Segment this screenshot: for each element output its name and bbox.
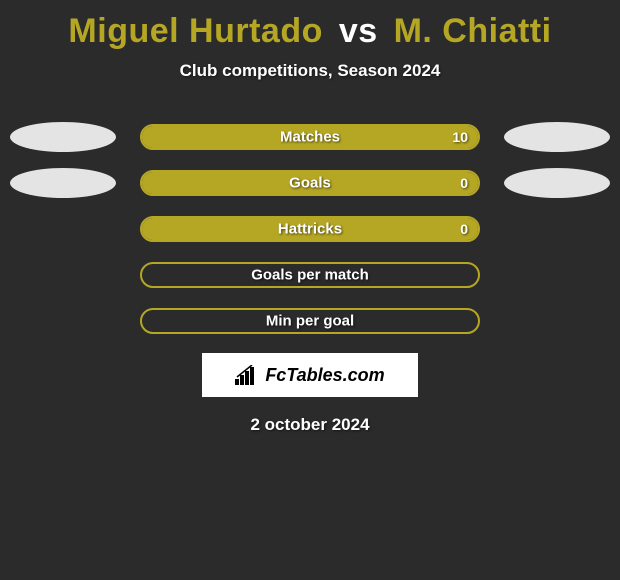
stat-label: Goals	[142, 175, 478, 192]
stat-label: Goals per match	[142, 267, 478, 284]
player2-avatar-placeholder	[504, 122, 610, 152]
stat-value: 0	[460, 221, 468, 237]
stat-row: Hattricks 0	[0, 215, 620, 243]
stat-bar-hattricks: Hattricks 0	[140, 216, 480, 242]
brand-text: FcTables.com	[265, 365, 384, 386]
footer-date: 2 october 2024	[0, 415, 620, 435]
stat-value: 0	[460, 175, 468, 191]
player2-name: M. Chiatti	[394, 12, 552, 50]
vs-text: vs	[339, 12, 378, 50]
stat-row: Goals 0	[0, 169, 620, 197]
player1-avatar-placeholder	[10, 168, 116, 198]
brand-chart-icon	[235, 365, 259, 385]
stat-label: Hattricks	[142, 221, 478, 238]
stat-row: Matches 10	[0, 123, 620, 151]
stat-bar-min-per-goal: Min per goal	[140, 308, 480, 334]
stats-rows: Matches 10 Goals 0 Hattricks 0 Goals per…	[0, 123, 620, 335]
player1-avatar-placeholder	[10, 122, 116, 152]
stat-bar-goals-per-match: Goals per match	[140, 262, 480, 288]
subtitle-text: Club competitions, Season 2024	[0, 61, 620, 81]
stat-bar-goals: Goals 0	[140, 170, 480, 196]
comparison-title: Miguel Hurtado vs M. Chiatti	[0, 0, 620, 51]
stat-row: Goals per match	[0, 261, 620, 289]
player2-avatar-placeholder	[504, 168, 610, 198]
stat-label: Min per goal	[142, 313, 478, 330]
stat-value: 10	[452, 129, 468, 145]
brand-box: FcTables.com	[202, 353, 418, 397]
stat-label: Matches	[142, 129, 478, 146]
player1-name: Miguel Hurtado	[68, 12, 322, 50]
stat-row: Min per goal	[0, 307, 620, 335]
stat-bar-matches: Matches 10	[140, 124, 480, 150]
